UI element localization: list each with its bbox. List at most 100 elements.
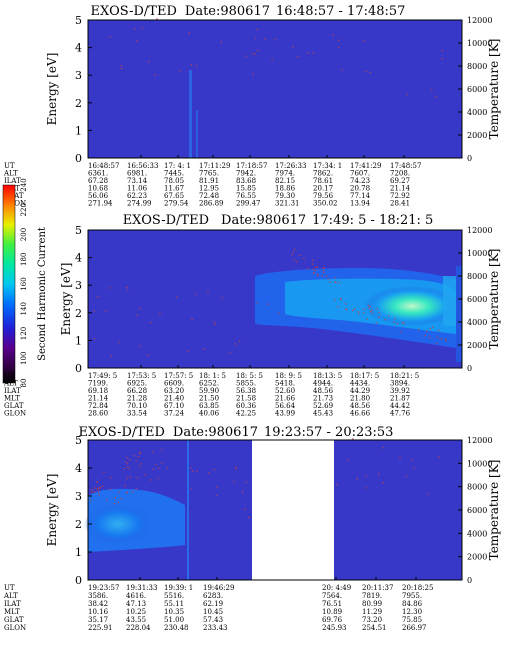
- temperature-point: [235, 467, 238, 470]
- orbit-row-label: ILAT: [4, 387, 21, 395]
- orbit-cell: 254.51: [362, 624, 387, 632]
- orbit-row-label: ALT: [3, 380, 18, 388]
- temperature-point: [128, 468, 130, 470]
- temperature-point: [256, 302, 258, 304]
- temperature-point: [140, 463, 142, 465]
- temperature-point: [255, 37, 257, 39]
- y2-tick-label: 0: [467, 364, 472, 373]
- orbit-cell: 299.47: [236, 200, 261, 208]
- y-tick-label: 5: [75, 434, 82, 447]
- colorbar: 80 100 120 140 160 180 200 220 240 Second Harmon…: [2, 178, 48, 388]
- orbit-cell: 225.91: [88, 624, 113, 632]
- temperature-point: [252, 52, 254, 55]
- colorbar-tick-label: 80: [20, 379, 28, 388]
- y2-tick-label: 10000: [467, 39, 492, 48]
- temperature-point: [110, 355, 112, 357]
- temperature-point: [109, 477, 112, 479]
- colorbar-tick-label: 140: [20, 302, 28, 315]
- orbit-cell: 18: 9: 5: [275, 372, 302, 380]
- orbit-cell: 10.68: [88, 185, 108, 193]
- temperature-point: [347, 459, 349, 461]
- orbit-cell: 20.17: [313, 185, 333, 193]
- orbit-cell: 72.92: [390, 192, 410, 200]
- y2-tick-label: 2000: [467, 553, 487, 562]
- orbit-cell: 274.99: [127, 200, 152, 208]
- orbit-cell: 70.10: [127, 402, 147, 410]
- orbit-cell: 21.73: [313, 395, 333, 403]
- orbit-cell: 10.89: [322, 608, 342, 616]
- orbit-cell: 6981.: [127, 170, 147, 178]
- temperature-point: [125, 492, 128, 494]
- temperature-point: [306, 268, 309, 270]
- temperature-point: [141, 27, 143, 29]
- temperature-point: [354, 308, 356, 310]
- temperature-point: [352, 309, 354, 312]
- orbit-cell: 7942.: [236, 170, 256, 178]
- orbit-cell: 11.06: [127, 185, 148, 193]
- temperature-point: [393, 321, 395, 323]
- temperature-point: [233, 480, 235, 483]
- panel-3-streak: [187, 440, 189, 580]
- temperature-point: [148, 60, 150, 63]
- temperature-point: [329, 281, 331, 283]
- temperature-point: [99, 486, 101, 489]
- orbit-cell: 21.40: [164, 395, 184, 403]
- colorbar-label: Second Harmonic Current: [37, 227, 48, 361]
- orbit-cell: 17: 4: 1: [164, 162, 191, 170]
- orbit-row-label: ILAT: [4, 600, 21, 608]
- temperature-point: [179, 70, 181, 72]
- temperature-point: [323, 267, 326, 269]
- orbit-cell: 17:53: 5: [127, 372, 156, 380]
- temperature-point: [161, 449, 163, 451]
- orbit-cell: 76.51: [322, 600, 342, 608]
- temperature-point: [401, 322, 404, 324]
- orbit-cell: 35.17: [88, 616, 108, 624]
- orbit-cell: 81.91: [199, 177, 219, 185]
- orbit-cell: 6609.: [164, 380, 184, 388]
- orbit-cell: 48.56: [313, 387, 334, 395]
- temperature-point: [436, 342, 438, 344]
- temperature-point: [216, 486, 218, 488]
- y-tick-label: 1: [75, 546, 82, 559]
- temperature-point: [98, 494, 100, 496]
- temperature-point: [299, 254, 301, 257]
- orbit-cell: 21.58: [236, 395, 256, 403]
- orbit-cell: 6361.: [88, 170, 108, 178]
- y2-tick-label: 8000: [467, 62, 487, 71]
- temperature-point: [336, 483, 338, 486]
- temperature-point: [113, 503, 116, 505]
- temperature-point: [90, 499, 92, 501]
- temperature-point: [317, 275, 319, 277]
- temperature-point: [118, 491, 120, 493]
- orbit-cell: 66.28: [127, 387, 147, 395]
- orbit-cell: 67.28: [88, 177, 108, 185]
- temperature-point: [365, 475, 367, 478]
- temperature-point: [399, 457, 401, 459]
- temperature-point: [117, 501, 119, 503]
- temperature-point: [296, 261, 298, 263]
- orbit-cell: 17:41:29: [350, 162, 381, 170]
- temperature-point: [215, 494, 217, 497]
- orbit-cell: 3586.: [88, 592, 108, 600]
- orbit-cell: 286.89: [199, 200, 224, 208]
- temperature-point: [334, 299, 336, 301]
- temperature-point: [292, 46, 294, 48]
- temperature-point: [247, 516, 250, 519]
- orbit-cell: 52.60: [275, 387, 295, 395]
- orbit-cell: 75.85: [402, 616, 422, 624]
- temperature-point: [191, 487, 193, 489]
- temperature-point: [114, 497, 117, 499]
- colorbar-tick-label: 200: [20, 228, 28, 241]
- orbit-cell: 10.45: [203, 608, 223, 616]
- panel-3-orbit-table: UT 19:23:57 19:31:33 19:39: 1 19:46:29 20: 4:…: [3, 577, 433, 632]
- orbit-cell: 84.86: [402, 600, 423, 608]
- temperature-point: [139, 345, 142, 347]
- y2-tick-label: 8000: [467, 272, 487, 281]
- colorbar-tick-label: 220: [20, 203, 28, 216]
- temperature-point: [405, 475, 408, 478]
- orbit-cell: 20:11:37: [362, 584, 393, 592]
- temperature-point: [120, 65, 122, 67]
- orbit-row-label: GLON: [4, 410, 26, 418]
- temperature-point: [157, 467, 160, 469]
- panel-2-orbit-table: UT 17:49: 5 17:53: 5 17:57: 5 18: 1: 5 18: 5:…: [3, 365, 419, 418]
